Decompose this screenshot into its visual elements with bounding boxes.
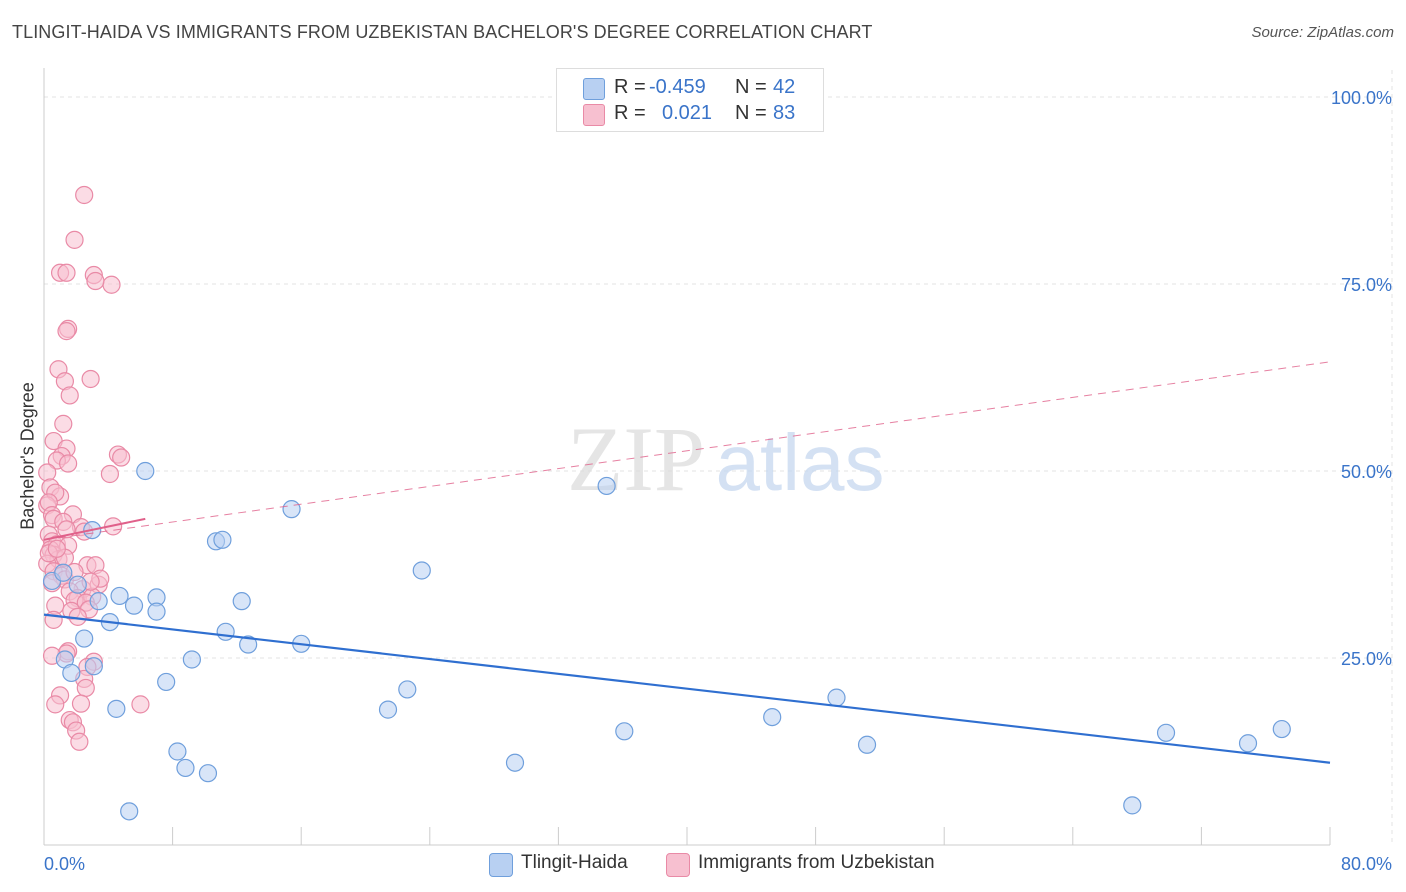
chart-title: TLINGIT-HAIDA VS IMMIGRANTS FROM UZBEKIS… bbox=[12, 22, 873, 42]
data-point bbox=[46, 695, 65, 714]
legend-r-label: R = bbox=[614, 102, 646, 124]
data-point bbox=[112, 448, 131, 467]
watermark-atlas: atlas bbox=[716, 418, 885, 507]
data-point bbox=[412, 561, 431, 580]
data-point bbox=[75, 629, 94, 648]
data-point bbox=[110, 586, 129, 606]
legend-r-label: R = bbox=[614, 76, 646, 98]
gridlines bbox=[44, 70, 1393, 845]
data-point bbox=[107, 699, 126, 718]
data-point bbox=[1272, 719, 1291, 739]
legend-n-value: 83 bbox=[773, 102, 796, 124]
data-point bbox=[131, 695, 150, 714]
data-point bbox=[239, 635, 258, 654]
data-point bbox=[89, 592, 108, 611]
data-point bbox=[176, 758, 195, 778]
data-point bbox=[1156, 723, 1176, 742]
data-point bbox=[232, 592, 251, 611]
watermark-zip: ZIP bbox=[567, 408, 705, 510]
data-point bbox=[398, 680, 417, 699]
data-point bbox=[84, 657, 103, 676]
data-point bbox=[65, 230, 84, 249]
data-point bbox=[54, 563, 73, 582]
data-point bbox=[75, 185, 94, 205]
data-point bbox=[57, 322, 76, 341]
data-point bbox=[81, 369, 100, 389]
legend-n-label: N = bbox=[735, 102, 767, 124]
data-point bbox=[378, 700, 398, 719]
data-point bbox=[213, 530, 232, 549]
y-tick-label: 25.0% bbox=[1341, 649, 1392, 669]
data-point bbox=[763, 707, 782, 727]
data-point bbox=[1238, 734, 1258, 753]
data-point bbox=[47, 539, 66, 558]
data-point bbox=[147, 602, 166, 621]
data-point bbox=[100, 464, 120, 484]
stats-legend: R = -0.459 N = 42 R = 0.021 N = 83 bbox=[556, 68, 824, 132]
data-point bbox=[124, 596, 144, 615]
y-tick-label: 75.0% bbox=[1341, 275, 1392, 295]
trend-line-uzbekistan-solid bbox=[43, 517, 146, 541]
data-point bbox=[38, 463, 57, 482]
data-point bbox=[86, 271, 105, 291]
data-point bbox=[168, 742, 187, 761]
data-point bbox=[615, 722, 634, 741]
trend-line-tlingit-haida bbox=[43, 613, 1331, 764]
data-point bbox=[597, 476, 616, 496]
data-point bbox=[120, 802, 139, 821]
y-tick-label: 50.0% bbox=[1341, 462, 1392, 482]
bottom-legend-swatch-blue bbox=[489, 853, 513, 877]
data-point bbox=[44, 610, 63, 629]
data-point bbox=[60, 386, 79, 405]
legend-swatch-pink bbox=[583, 104, 605, 126]
data-point bbox=[70, 732, 89, 751]
bottom-legend-label: Immigrants from Uzbekistan bbox=[698, 852, 935, 873]
data-point bbox=[1123, 796, 1142, 815]
data-point bbox=[57, 263, 76, 282]
series-tlingit-haida-points bbox=[42, 461, 1291, 821]
legend-n-value: 42 bbox=[773, 76, 796, 98]
data-point bbox=[827, 688, 846, 707]
bottom-legend-label: Tlingit-Haida bbox=[521, 852, 628, 873]
data-point bbox=[136, 461, 155, 481]
trend-lines bbox=[43, 361, 1331, 764]
data-point bbox=[198, 764, 218, 783]
source-label: Source: ZipAtlas.com bbox=[1251, 24, 1394, 41]
data-point bbox=[54, 414, 73, 433]
legend-n-label: N = bbox=[735, 76, 767, 98]
x-tick-label-max: 80.0% bbox=[1341, 854, 1392, 874]
legend-swatch-blue bbox=[583, 78, 605, 100]
legend-r-value: -0.459 bbox=[649, 76, 706, 98]
data-point bbox=[182, 650, 201, 669]
legend-r-value: 0.021 bbox=[662, 102, 713, 124]
data-point bbox=[505, 753, 525, 772]
axes bbox=[43, 68, 1331, 846]
data-point bbox=[68, 575, 87, 594]
data-point bbox=[157, 672, 176, 692]
data-point bbox=[857, 735, 877, 754]
data-point bbox=[62, 663, 81, 683]
y-tick-label: 100.0% bbox=[1331, 88, 1392, 108]
data-point bbox=[102, 275, 121, 294]
data-point bbox=[216, 622, 235, 641]
x-tick-label-min: 0.0% bbox=[44, 854, 85, 874]
trend-line-uzbekistan-dashed bbox=[43, 361, 1331, 541]
data-point bbox=[76, 678, 95, 698]
data-point bbox=[71, 694, 91, 713]
data-point bbox=[59, 454, 78, 473]
bottom-legend-swatch-pink bbox=[666, 853, 690, 877]
y-tick-labels: 25.0% 50.0% 75.0% 100.0% bbox=[1331, 88, 1392, 669]
data-point bbox=[282, 500, 301, 519]
